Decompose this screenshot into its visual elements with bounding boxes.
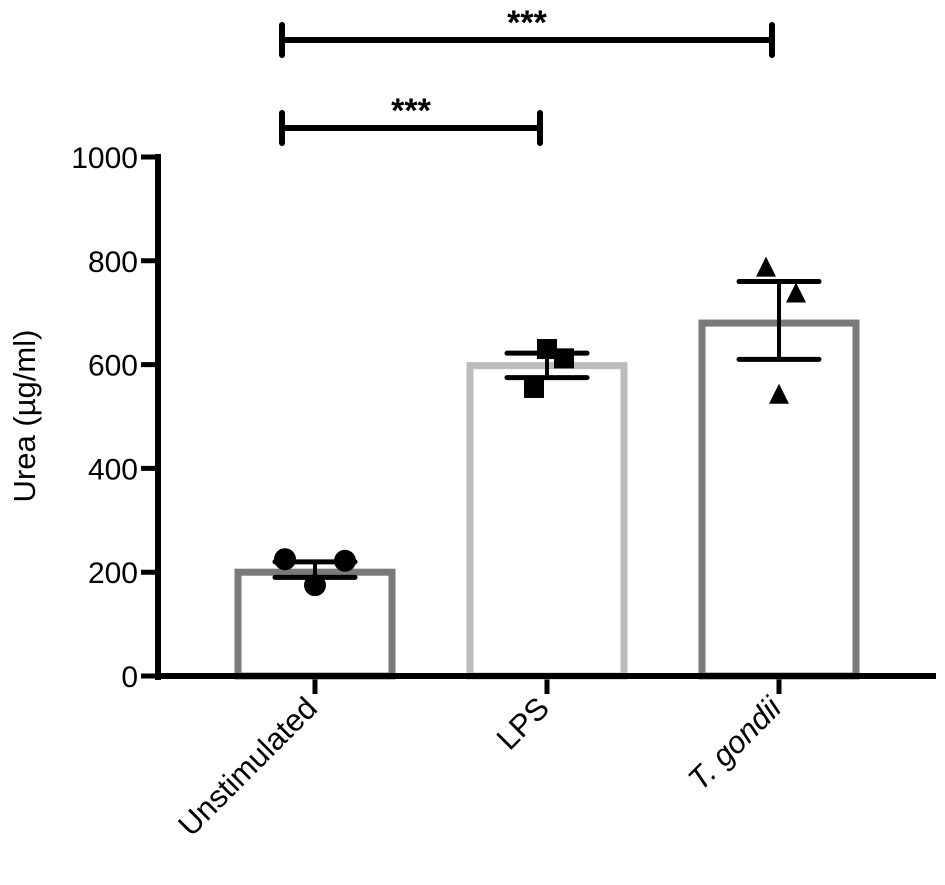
data-point-triangle <box>769 383 789 404</box>
y-tick-label: 0 <box>121 661 138 694</box>
x-tick-label: T. gondii <box>681 689 789 797</box>
bar-t-gondii <box>698 319 860 680</box>
bar-lps <box>466 362 628 680</box>
data-points <box>274 256 806 597</box>
x-tick-label: LPS <box>490 690 556 756</box>
data-point-triangle <box>756 256 776 277</box>
y-axis: 0 200 400 600 800 1000 <box>71 142 161 694</box>
data-point-square <box>537 339 557 360</box>
bars <box>155 319 936 680</box>
y-tick-label: 200 <box>88 557 138 590</box>
y-tick-label: 600 <box>88 350 138 383</box>
y-tick-label: 800 <box>88 246 138 279</box>
data-point-triangle <box>786 282 806 303</box>
x-axis: Unstimulated LPS T. gondii <box>155 673 936 843</box>
data-point-circle <box>334 549 356 572</box>
y-axis-title: Urea (µg/ml) <box>7 330 42 503</box>
x-tick-label: Unstimulated <box>171 690 324 843</box>
significance-label: *** <box>391 92 431 130</box>
significance-label: *** <box>507 4 547 42</box>
y-tick-label: 1000 <box>71 142 138 175</box>
data-point-circle <box>274 548 296 571</box>
y-tick-label: 400 <box>88 453 138 486</box>
significance-brackets: *** *** <box>279 4 775 146</box>
data-point-square <box>524 377 544 398</box>
data-point-circle <box>304 574 326 597</box>
data-point-square <box>554 348 574 369</box>
